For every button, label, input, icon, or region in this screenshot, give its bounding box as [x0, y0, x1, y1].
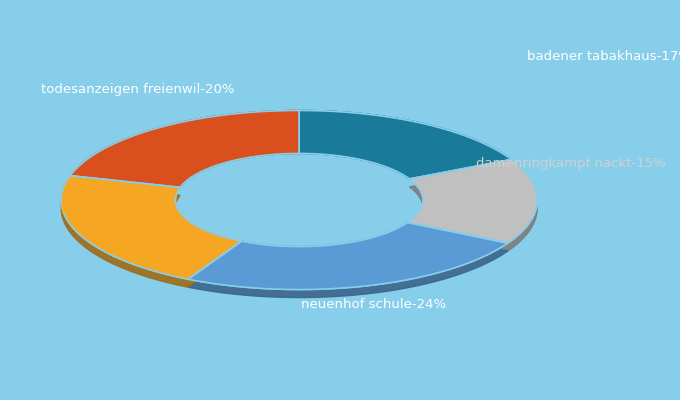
Polygon shape: [188, 230, 508, 298]
Polygon shape: [61, 176, 241, 279]
Polygon shape: [408, 168, 537, 251]
Polygon shape: [188, 222, 508, 290]
Text: badener tabakhaus-17%: badener tabakhaus-17%: [527, 50, 680, 62]
Polygon shape: [188, 222, 508, 290]
Polygon shape: [61, 184, 241, 287]
Text: todesanzeigen freienwil-20%: todesanzeigen freienwil-20%: [41, 84, 235, 96]
Polygon shape: [408, 160, 537, 243]
Text: neuenhof schule-24%: neuenhof schule-24%: [301, 298, 447, 310]
Polygon shape: [70, 110, 299, 187]
Polygon shape: [299, 110, 511, 179]
Polygon shape: [408, 160, 537, 243]
Text: damenringkampf nackt-15%: damenringkampf nackt-15%: [476, 158, 666, 170]
Polygon shape: [70, 110, 299, 187]
Polygon shape: [61, 176, 241, 279]
Polygon shape: [299, 110, 511, 179]
Text: tesla bar-21%: tesla bar-21%: [61, 204, 153, 216]
